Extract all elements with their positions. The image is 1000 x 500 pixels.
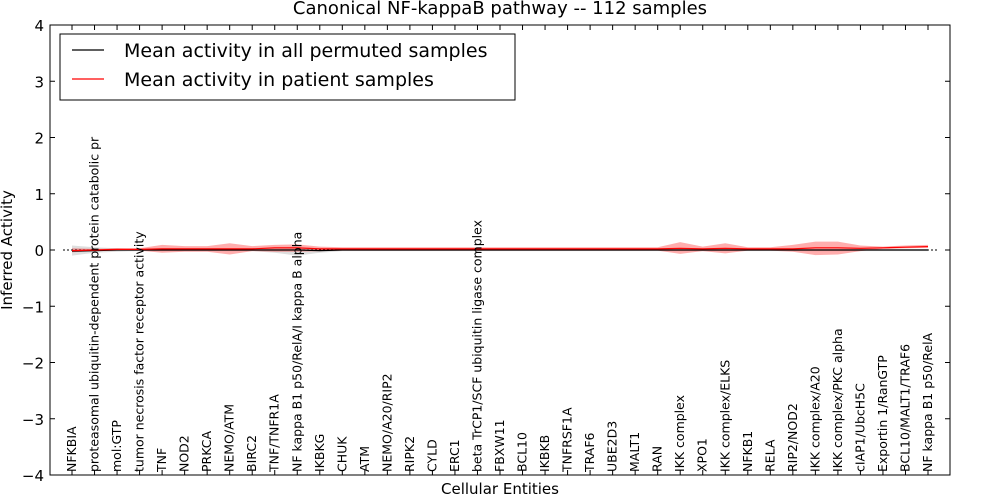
x-tick-label: NEMO/A20/RIP2	[379, 373, 394, 472]
x-tick-label: Exportin 1/RanGTP	[875, 355, 890, 472]
x-tick-label: IKK complex/PKC alpha	[830, 328, 845, 472]
x-tick-label: NFKB1	[740, 431, 755, 472]
x-tick-label: IKBKB	[537, 435, 552, 472]
y-axis-label: Inferred Activity	[0, 190, 16, 310]
x-tick-label: proteasomal ubiquitin-dependent protein …	[87, 136, 102, 472]
legend-label-permuted: Mean activity in all permuted samples	[124, 40, 487, 62]
x-tick-label: BCL10/MALT1/TRAF6	[897, 344, 912, 472]
y-tick-label: −3	[22, 411, 44, 429]
x-tick-label: TRAF6	[582, 432, 597, 473]
x-tick-label: BIRC2	[244, 435, 259, 472]
x-tick-label: RAN	[650, 446, 665, 472]
x-tick-label: cIAP1/UbcH5C	[852, 383, 867, 472]
x-tick-label: RIP2/NOD2	[785, 403, 800, 472]
x-tick-label: TNF/TNFR1A	[267, 394, 282, 473]
x-tick-label: mol:GTP	[109, 420, 124, 472]
x-tick-label: CYLD	[424, 439, 439, 472]
x-tick-label: NFKBIA	[64, 426, 79, 472]
legend: Mean activity in all permuted samples Me…	[59, 33, 516, 101]
x-axis-tick-labels: NFKBIA proteasomal ubiquitin-dependent pr…	[64, 25, 935, 475]
line-series-1	[71, 246, 929, 252]
x-tick-label: TNFRSF1A	[560, 407, 575, 473]
y-tick-label: 4	[34, 17, 44, 35]
x-tick-label: TNF	[154, 448, 169, 473]
x-tick-label: FBXW11	[492, 419, 507, 472]
x-tick-label: IKBKG	[312, 434, 327, 472]
x-tick-label: MALT1	[627, 432, 642, 472]
x-axis-label: Cellular Entities	[441, 480, 559, 498]
x-tick-label: BCL10	[515, 432, 530, 472]
y-tick-label: 0	[34, 242, 44, 260]
y-axis-ticks: 4 3 2 1 0 −1 −2 −3 −4	[22, 17, 950, 485]
series-lines	[71, 246, 929, 252]
y-tick-label: −2	[22, 355, 44, 373]
y-tick-label: −4	[22, 467, 44, 485]
x-tick-label: NOD2	[177, 435, 192, 472]
x-tick-label: NF kappa B1 p50/RelA/I kappa B alpha	[289, 232, 304, 472]
x-tick-label: tumor necrosis factor receptor activity	[132, 231, 147, 472]
y-tick-label: 3	[34, 73, 44, 91]
x-tick-label: IKK complex/ELKS	[717, 360, 732, 472]
y-tick-label: −1	[22, 298, 44, 316]
x-tick-label: RELA	[762, 439, 777, 472]
plot-area: 4 3 2 1 0 −1 −2 −3 −4 NFKBIA proteasomal ubiquiti…	[22, 17, 951, 485]
y-tick-label: 1	[34, 186, 44, 204]
x-tick-label: beta TrCP1/SCF ubiquitin ligase complex	[469, 220, 484, 472]
x-tick-label: NEMO/ATM	[222, 404, 237, 472]
x-tick-label: NF kappa B1 p50/RelA	[920, 332, 935, 472]
chart-title: Canonical NF-kappaB pathway -- 112 sampl…	[293, 0, 707, 19]
legend-label-patient: Mean activity in patient samples	[124, 69, 434, 91]
x-tick-label: XPO1	[695, 438, 710, 472]
x-tick-label: UBE2D3	[605, 421, 620, 472]
y-tick-label: 2	[34, 130, 44, 148]
x-tick-label: PRKCA	[199, 431, 214, 472]
x-tick-label: CHUK	[334, 436, 349, 472]
x-tick-label: RIPK2	[402, 436, 417, 472]
x-tick-label: ERC1	[447, 439, 462, 472]
legend-box	[59, 33, 516, 101]
x-tick-label: IKK complex/A20	[807, 366, 822, 472]
x-tick-label: IKK complex	[672, 395, 687, 472]
line-series-0	[71, 249, 928, 252]
x-tick-label: ATM	[357, 446, 372, 472]
